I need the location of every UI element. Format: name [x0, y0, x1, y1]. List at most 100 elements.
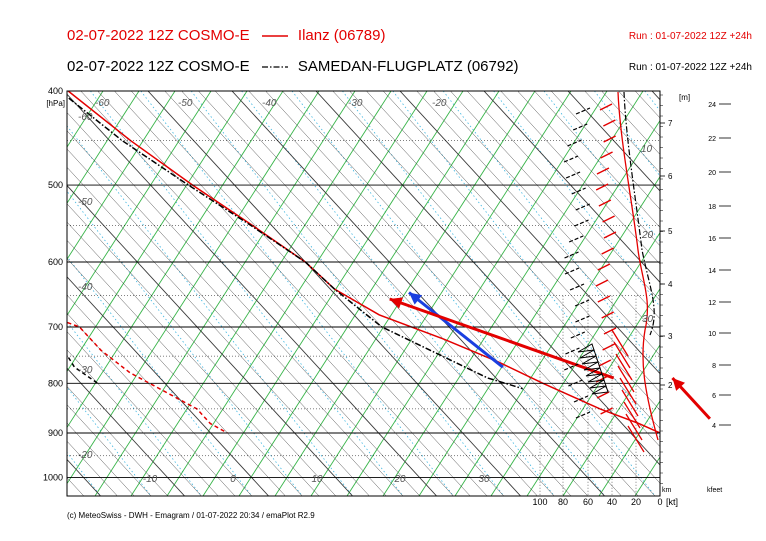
isotherm-line — [651, 91, 660, 101]
dry-adiabat-line — [310, 91, 572, 496]
wind-barb-samedan — [575, 107, 591, 115]
kfeet-tick-label: 24 — [708, 102, 716, 109]
wind-barb-samedan-low — [585, 367, 603, 377]
isotherm-line — [467, 91, 660, 301]
isotherm-label: -60 — [78, 112, 93, 123]
isotherm-line — [67, 112, 420, 496]
mixing-ratio-line — [392, 91, 660, 438]
run-ilanz: Run : 01-07-2022 12Z +24h — [628, 31, 752, 42]
dry-adiabat-line — [274, 91, 536, 496]
isotherm-line — [332, 91, 660, 447]
isotherm-line — [584, 91, 660, 174]
wind-barb-ilanz — [596, 167, 610, 175]
wind-barb-ilanz — [595, 279, 609, 287]
dry-adiabat-line — [67, 91, 176, 261]
mixing-ratio-line — [746, 91, 766, 496]
isotherm-line — [80, 91, 454, 496]
wind-barb-ilanz — [603, 135, 616, 143]
isotherm-line — [67, 477, 84, 496]
wind-barb-ilanz — [602, 343, 615, 351]
wind-barb-ilanz — [596, 391, 610, 399]
annotation-arrow-red-head — [672, 378, 686, 391]
wind-barb-samedan — [573, 123, 588, 131]
title-ilanz-station: Ilanz (06789) — [297, 27, 386, 44]
isotherm-label: -30 — [78, 365, 93, 376]
profile-samedan-dewpoint — [67, 353, 99, 384]
isotherm-line — [416, 91, 660, 356]
wind-barb-samedan — [568, 235, 584, 243]
isotherm-line — [67, 276, 269, 496]
isotherm-line — [0, 91, 17, 496]
isotherm-line — [753, 91, 766, 496]
height-m-tick-label: 5 — [668, 227, 673, 236]
wind-profile-label: 20 — [641, 230, 654, 241]
height-m-tick-label: 4 — [668, 280, 673, 289]
isotherm-line — [67, 184, 353, 496]
mixing-ratio-line — [695, 91, 766, 496]
height-m-tick-label: 6 — [668, 172, 673, 181]
wind-barb-ilanz — [602, 215, 615, 223]
wind-barb-ilanz — [597, 263, 611, 271]
dry-adiabat-line — [562, 344, 660, 496]
isotherm-label: -50 — [178, 98, 193, 109]
isotherm-line — [719, 91, 766, 496]
dry-adiabat-line — [202, 91, 464, 496]
isotherm-line — [67, 93, 437, 496]
wind-barb-samedan-low — [589, 379, 607, 389]
isotherm-line — [215, 91, 588, 496]
dry-adiabat-line — [634, 456, 660, 496]
wind-speed-profile-ilanz — [617, 91, 659, 441]
annotation-arrow-red-head — [389, 297, 404, 309]
temperature-tick-label: 0 — [230, 474, 236, 485]
wind-barb-ilanz — [603, 119, 616, 127]
wind-tick-label: 100 — [532, 497, 547, 507]
isotherm-line — [534, 91, 660, 228]
isotherm-label: -40 — [78, 282, 93, 293]
wind-tick-label: 60 — [583, 497, 593, 507]
wind-barb-samedan — [575, 411, 591, 419]
isotherm-line — [315, 91, 660, 466]
isotherm-line — [0, 91, 50, 496]
mixing-ratio-line — [342, 91, 656, 496]
isotherm-line — [450, 91, 660, 320]
dry-adiabat-line — [598, 400, 660, 496]
wind-tick-label: 20 — [631, 497, 641, 507]
wind-barb-samedan — [571, 187, 586, 195]
mixing-ratio-line — [543, 91, 660, 242]
wind-barb-ilanz-low — [613, 341, 631, 369]
isotherm-line — [67, 404, 152, 496]
isotherm-line — [97, 91, 471, 496]
wind-barb-ilanz-low — [617, 365, 635, 393]
isotherm-line — [282, 91, 656, 496]
wind-barb-ilanz — [595, 183, 609, 191]
isotherm-line — [601, 91, 660, 155]
wind-unit-label: [kt] — [666, 497, 678, 507]
wind-barb-samedan-low — [577, 343, 595, 353]
dry-adiabat-line — [67, 91, 140, 204]
wind-barb-samedan — [569, 283, 585, 291]
wind-speed-profile-samedan — [623, 91, 655, 336]
mixing-ratio-line — [140, 91, 454, 496]
isotherm-line — [483, 91, 660, 283]
wind-barb-samedan — [564, 363, 579, 371]
isotherm-line — [67, 221, 320, 496]
isotherm-line — [67, 422, 135, 496]
isotherm-line — [181, 91, 555, 496]
footer-credit: (c) MeteoSwiss - DWH - Emagram / 01-07-2… — [67, 511, 315, 520]
isotherm-line — [67, 294, 252, 496]
isotherm-line — [736, 91, 766, 496]
height-m-tick-label: 7 — [668, 119, 673, 128]
pressure-unit-label: [hPa] — [46, 99, 65, 108]
mixing-ratio-line — [67, 321, 202, 496]
wind-barb-ilanz — [601, 311, 614, 319]
wind-profile-label: 10 — [641, 144, 653, 155]
wind-tick-label: 40 — [607, 497, 617, 507]
wind-barb-samedan — [575, 203, 590, 211]
pressure-tick-label: 400 — [48, 86, 63, 96]
wind-barb-samedan — [564, 267, 580, 275]
kfeet-tick-label: 12 — [708, 300, 716, 307]
wind-barb-samedan — [565, 171, 581, 179]
height-m-tick-label: 3 — [668, 332, 673, 341]
dry-adiabat-line — [382, 91, 644, 496]
wind-barb-ilanz — [600, 407, 613, 415]
